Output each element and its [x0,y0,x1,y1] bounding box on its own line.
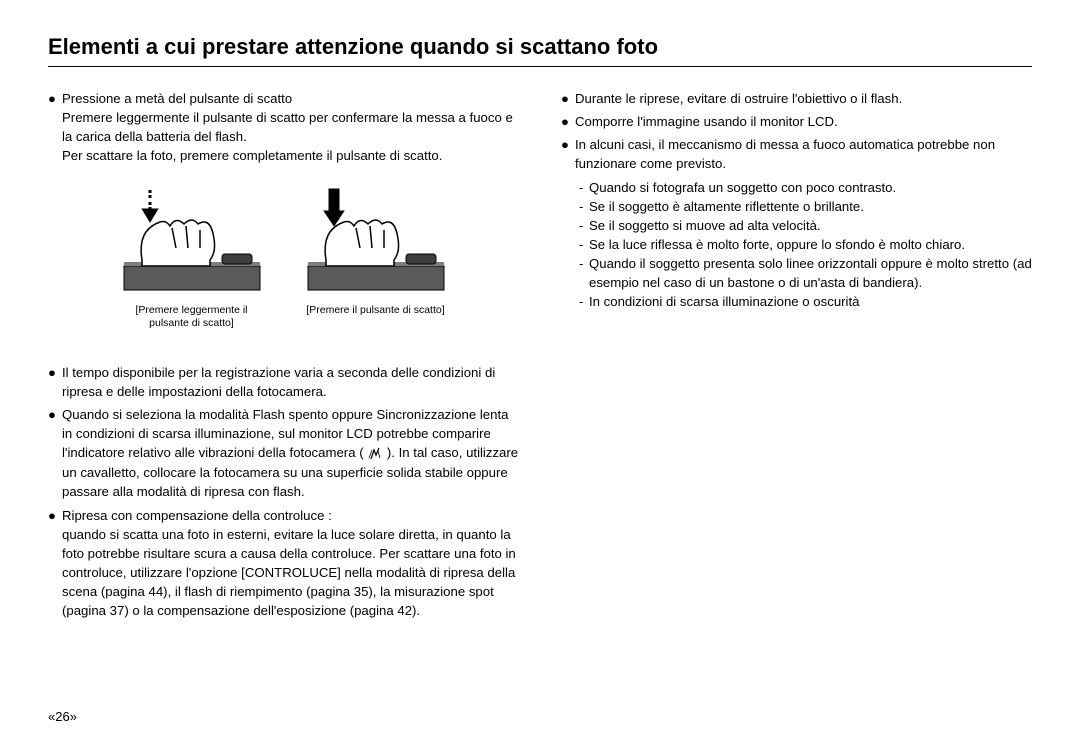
bullet-dot-icon: ● [561,135,575,173]
bullet-dot-icon: ● [48,506,62,621]
dash-text: Quando si fotografa un soggetto con poco… [589,178,1032,197]
bullet-dot-icon: ● [561,112,575,131]
bullet-heading: Ripresa con compensazione della controlu… [62,508,332,523]
page-number: «26» [48,709,77,724]
bullet-recording-time: ● Il tempo disponibile per la registrazi… [48,363,519,401]
figure-caption: [Premere il pulsante di scatto] [306,304,444,318]
dash-icon: - [579,292,589,311]
bullet-camera-shake: ● Quando si seleziona la modalità Flash … [48,405,519,502]
right-column: ● Durante le riprese, evitare di ostruir… [561,89,1032,624]
bullet-obstruct: ● Durante le riprese, evitare di ostruir… [561,89,1032,108]
bullet-dot-icon: ● [48,405,62,502]
dash-item: - Quando il soggetto presenta solo linee… [579,254,1032,292]
bullet-body-text: In alcuni casi, il meccanismo di messa a… [575,135,1032,173]
bullet-body-text: Durante le riprese, evitare di ostruire … [575,89,1032,108]
camera-shake-icon [367,445,383,464]
dash-icon: - [579,235,589,254]
bullet-body-text: Quando si seleziona la modalità Flash sp… [62,405,519,502]
figure-caption: [Premere leggermente il pulsante di scat… [117,304,267,331]
dash-text: Se la luce riflessa è molto forte, oppur… [589,235,1032,254]
bullet-dot-icon: ● [48,89,62,166]
dash-icon: - [579,197,589,216]
bullet-dot-icon: ● [48,363,62,401]
dash-text: In condizioni di scarsa illuminazione o … [589,292,1032,311]
bullet-backlight: ● Ripresa con compensazione della contro… [48,506,519,621]
figure-row: [Premere leggermente il pulsante di scat… [48,188,519,331]
bullet-heading: Pressione a metà del pulsante di scatto [62,91,292,106]
dash-icon: - [579,216,589,235]
dash-item: - Se il soggetto è altamente riflettente… [579,197,1032,216]
figure-half-press: [Premere leggermente il pulsante di scat… [117,188,267,331]
bullet-body-text: quando si scatta una foto in esterni, ev… [62,527,516,619]
dash-text: Se il soggetto è altamente riflettente o… [589,197,1032,216]
dash-text: Quando il soggetto presenta solo linee o… [589,254,1032,292]
dash-item: - Se il soggetto si muove ad alta veloci… [579,216,1032,235]
bullet-body-text: Premere leggermente il pulsante di scatt… [62,110,513,144]
dash-icon: - [579,178,589,197]
dash-item: - Quando si fotografa un soggetto con po… [579,178,1032,197]
bullet-body-text: Comporre l'immagine usando il monitor LC… [575,112,1032,131]
full-press-illustration [306,188,446,298]
page-title: Elementi a cui prestare attenzione quand… [48,34,1032,67]
dash-item: - In condizioni di scarsa illuminazione … [579,292,1032,311]
dash-icon: - [579,254,589,292]
bullet-af-warning: ● In alcuni casi, il meccanismo di messa… [561,135,1032,173]
dash-item: - Se la luce riflessa è molto forte, opp… [579,235,1032,254]
left-column: ● Pressione a metà del pulsante di scatt… [48,89,519,624]
figure-full-press: [Premere il pulsante di scatto] [301,188,451,331]
bullet-tail-text: Per scattare la foto, premere completame… [62,148,442,163]
bullet-dot-icon: ● [561,89,575,108]
bullet-half-press: ● Pressione a metà del pulsante di scatt… [48,89,519,166]
bullet-body-text: Il tempo disponibile per la registrazion… [62,363,519,401]
dash-text: Se il soggetto si muove ad alta velocità… [589,216,1032,235]
bullet-compose-lcd: ● Comporre l'immagine usando il monitor … [561,112,1032,131]
half-press-illustration [122,188,262,298]
